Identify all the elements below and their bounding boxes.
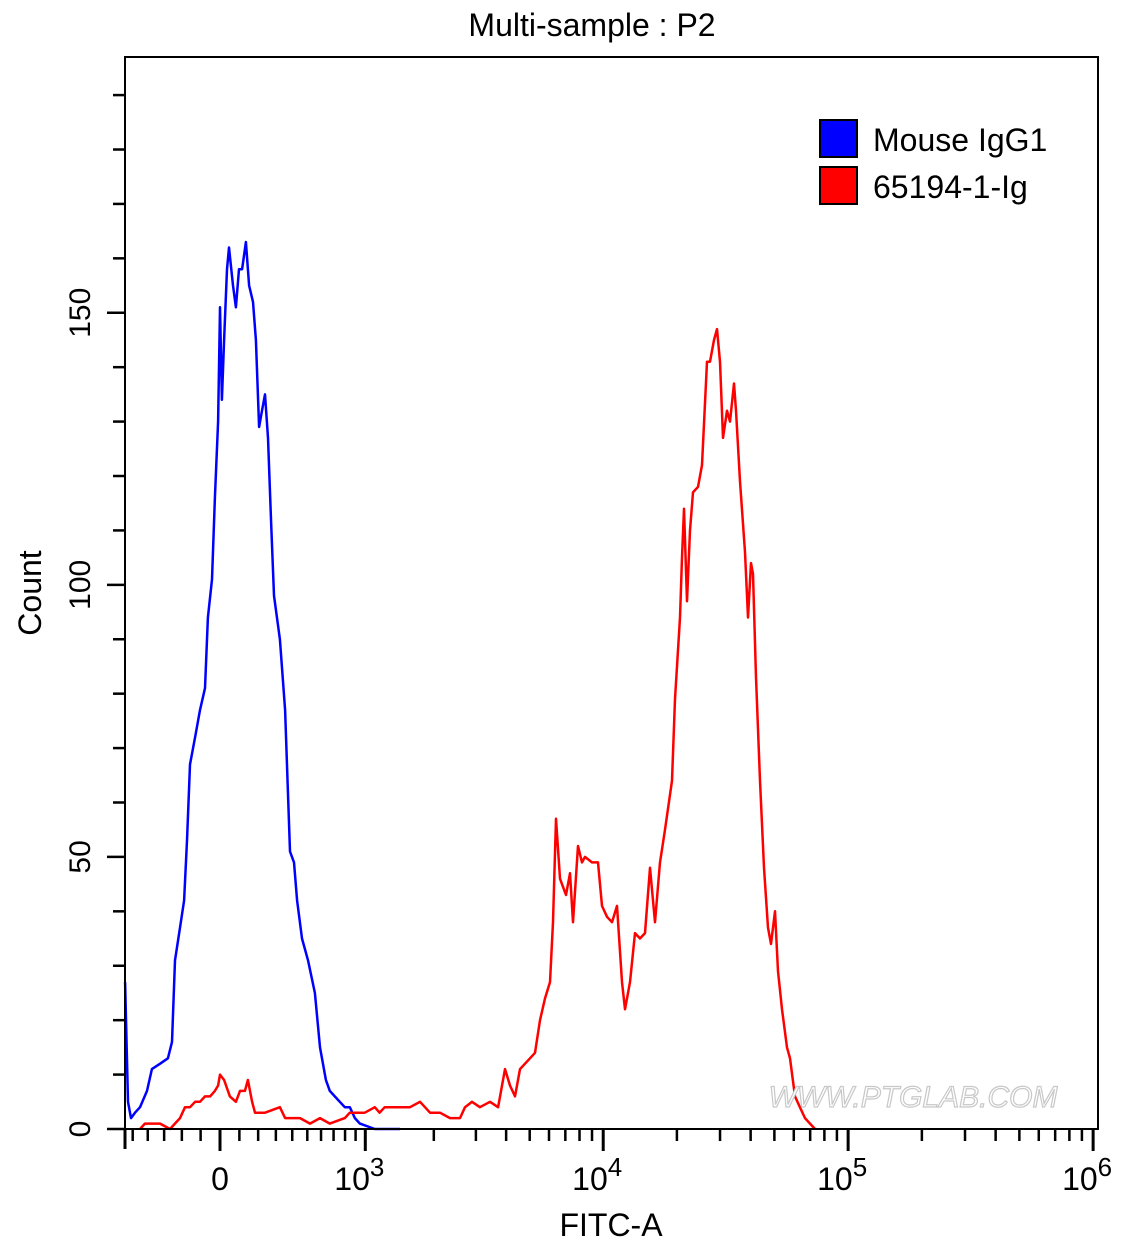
legend-swatch [819, 166, 858, 205]
legend-label: Mouse IgG1 [873, 122, 1047, 158]
x-tick-label: 106 [1062, 1152, 1112, 1197]
x-tick-label: 105 [817, 1152, 867, 1197]
legend-label: 65194-1-Ig [873, 169, 1028, 205]
x-tick-base: 0 [211, 1161, 229, 1197]
x-axis-label: FITC-A [559, 1207, 663, 1243]
x-tick-base: 10 [1062, 1161, 1098, 1197]
y-tick-label: 0 [64, 1121, 97, 1138]
watermark: WWW.PTGLAB.COM [769, 1081, 1058, 1114]
x-tick-base: 10 [572, 1161, 608, 1197]
plot-frame [124, 56, 1099, 1130]
series-line-1 [139, 327, 816, 1131]
y-tick-label: 50 [64, 840, 97, 873]
x-tick-label: 103 [334, 1152, 384, 1197]
plot-curves [123, 240, 816, 1131]
y-tick-label: 150 [64, 288, 97, 338]
x-tick-exponent: 5 [853, 1152, 867, 1182]
chart-title: Multi-sample : P2 [468, 7, 715, 43]
x-tick-exponent: 4 [608, 1152, 622, 1182]
x-tick-base: 10 [817, 1161, 853, 1197]
x-tick-exponent: 6 [1098, 1152, 1112, 1182]
x-tick-label: 0 [211, 1161, 229, 1197]
series-line-0 [123, 240, 400, 1131]
y-axis-label: Count [12, 550, 48, 636]
y-tick-label: 100 [64, 560, 97, 610]
legend-swatch [819, 119, 858, 158]
x-tick-label: 104 [572, 1152, 622, 1197]
x-tick-exponent: 3 [370, 1152, 384, 1182]
legend: Mouse IgG1 65194-1-Ig [819, 119, 1047, 205]
x-tick-base: 10 [334, 1161, 370, 1197]
